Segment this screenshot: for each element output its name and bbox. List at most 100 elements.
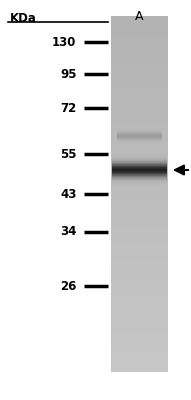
Text: 130: 130 — [52, 36, 76, 48]
Bar — [112, 161, 167, 162]
Bar — [111, 344, 168, 347]
Bar — [112, 168, 167, 169]
Bar — [111, 66, 168, 69]
Bar — [112, 174, 167, 175]
Bar — [111, 251, 168, 254]
Bar — [111, 329, 168, 333]
Text: 55: 55 — [60, 148, 76, 160]
Bar — [111, 219, 168, 222]
Bar — [112, 176, 167, 177]
Bar — [112, 155, 167, 156]
Bar — [117, 137, 162, 138]
Bar — [117, 145, 162, 146]
Bar — [112, 158, 167, 159]
Bar — [112, 180, 167, 181]
Bar — [112, 172, 167, 173]
Bar — [111, 155, 168, 158]
Bar — [112, 154, 167, 155]
Bar — [112, 160, 167, 161]
Bar — [111, 119, 168, 123]
Bar — [112, 162, 167, 163]
Bar — [111, 187, 168, 190]
Bar — [111, 244, 168, 247]
Bar — [111, 112, 168, 116]
Text: KDa: KDa — [10, 12, 36, 25]
Bar — [111, 48, 168, 52]
Bar — [111, 326, 168, 329]
Bar — [111, 365, 168, 368]
Bar — [111, 272, 168, 276]
Bar — [117, 136, 162, 137]
Bar — [111, 297, 168, 301]
Text: 72: 72 — [60, 102, 76, 114]
Bar — [117, 144, 162, 145]
Bar — [112, 175, 167, 176]
Bar — [111, 233, 168, 237]
Bar — [111, 105, 168, 108]
Bar — [117, 133, 162, 134]
Bar — [111, 240, 168, 244]
Bar — [111, 312, 168, 315]
Bar — [111, 37, 168, 41]
Bar — [111, 16, 168, 20]
Bar — [112, 167, 167, 168]
Bar — [111, 91, 168, 94]
Bar — [117, 139, 162, 140]
Bar — [112, 171, 167, 172]
Bar — [111, 59, 168, 62]
Bar — [117, 128, 162, 129]
Bar — [112, 179, 167, 180]
Bar — [117, 129, 162, 130]
Bar — [111, 41, 168, 44]
Bar — [111, 137, 168, 141]
Bar — [111, 116, 168, 119]
Bar — [111, 80, 168, 84]
Bar — [112, 169, 167, 170]
Bar — [111, 94, 168, 98]
Bar — [111, 368, 168, 372]
Bar — [111, 237, 168, 240]
Bar — [111, 30, 168, 34]
Bar — [111, 265, 168, 269]
Bar — [112, 186, 167, 187]
Bar — [111, 212, 168, 215]
Bar — [112, 181, 167, 182]
Bar — [112, 153, 167, 154]
Text: 34: 34 — [60, 226, 76, 238]
Bar — [112, 157, 167, 158]
Bar — [111, 162, 168, 166]
Text: 43: 43 — [60, 188, 76, 200]
Bar — [111, 336, 168, 340]
Bar — [111, 144, 168, 148]
Bar — [111, 173, 168, 176]
Bar — [111, 151, 168, 155]
Bar — [117, 134, 162, 135]
Bar — [111, 141, 168, 144]
Bar — [111, 44, 168, 48]
Bar — [111, 215, 168, 219]
Bar — [111, 322, 168, 326]
Bar — [111, 76, 168, 80]
Bar — [117, 132, 162, 133]
Bar — [117, 127, 162, 128]
Bar — [111, 283, 168, 286]
Bar — [111, 84, 168, 87]
Bar — [112, 183, 167, 184]
Bar — [111, 205, 168, 208]
Bar — [111, 347, 168, 351]
Text: A: A — [135, 10, 144, 23]
Bar — [111, 23, 168, 27]
Text: 95: 95 — [60, 68, 76, 80]
Bar — [111, 166, 168, 169]
Bar — [112, 182, 167, 183]
Bar — [111, 87, 168, 91]
Bar — [111, 180, 168, 183]
Bar — [111, 198, 168, 201]
Bar — [111, 286, 168, 290]
Bar — [111, 34, 168, 37]
Text: 26: 26 — [60, 280, 76, 292]
Bar — [111, 148, 168, 151]
Bar — [111, 226, 168, 230]
Bar — [112, 170, 167, 171]
Bar — [111, 315, 168, 318]
